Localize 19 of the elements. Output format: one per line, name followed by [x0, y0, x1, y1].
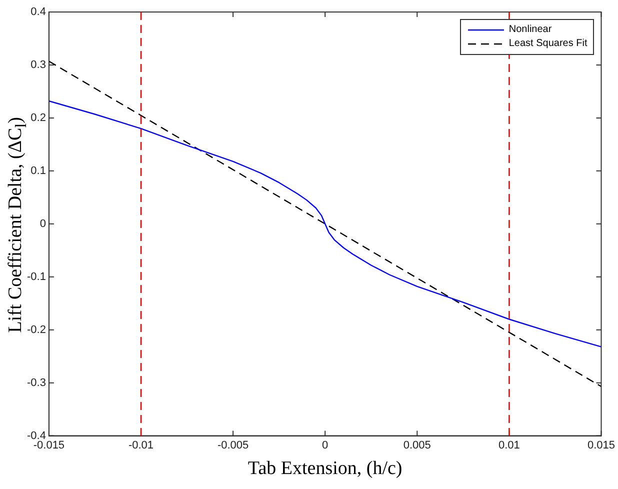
x-tick-label: -0.01	[128, 439, 154, 452]
y-tick-label: -0.1	[26, 270, 46, 283]
x-tick-label: 0.005	[403, 439, 431, 452]
x-tick-label: 0.01	[498, 439, 520, 452]
x-axis-title: Tab Extension, (h/c)	[248, 458, 402, 479]
y-tick-label: 0	[40, 218, 46, 230]
x-tick-label: 0.015	[587, 439, 615, 452]
y-tick-label: -0.4	[26, 430, 46, 442]
y-tick-label: 0.1	[30, 164, 46, 177]
y-tick-label: 0.3	[30, 59, 46, 72]
legend-label: Nonlinear	[508, 23, 552, 37]
x-tick-label: 0	[322, 439, 328, 452]
y-tick-label: 0.4	[30, 6, 46, 18]
x-tick-label: -0.005	[217, 439, 249, 452]
x-tick-label: -0.015	[33, 439, 65, 452]
y-tick-label: -0.3	[26, 376, 46, 389]
y-tick-label: 0.2	[30, 112, 46, 124]
y-tick-label: -0.2	[26, 324, 46, 336]
legend-label: Least Squares Fit	[508, 37, 588, 51]
